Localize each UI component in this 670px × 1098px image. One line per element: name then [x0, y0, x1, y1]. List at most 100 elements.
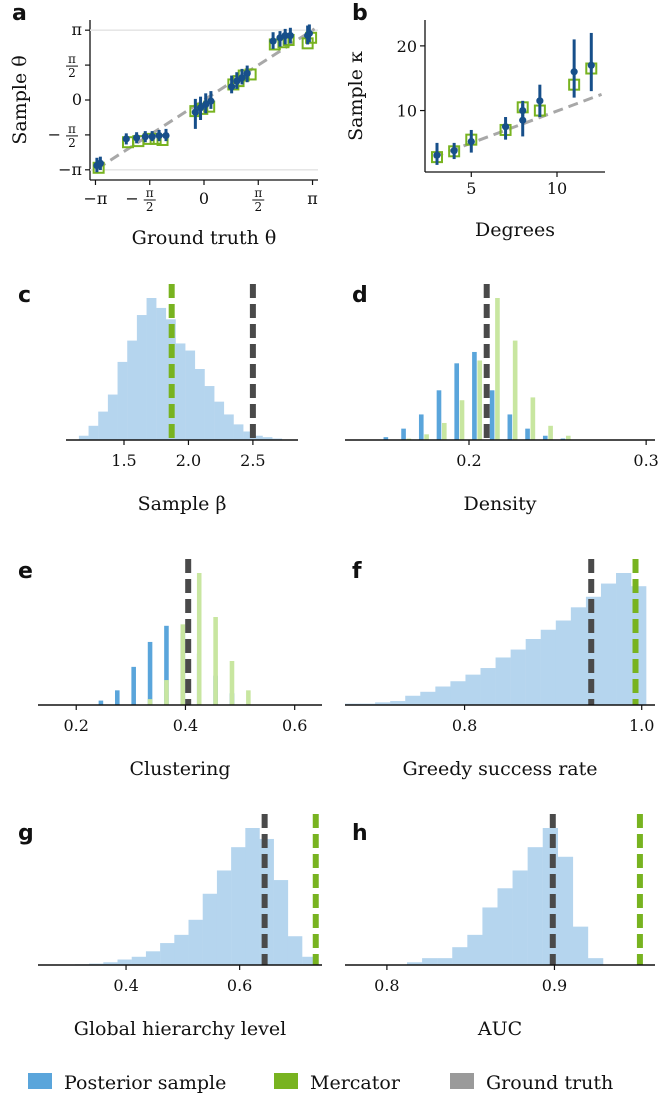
hist-bar — [287, 936, 303, 965]
x-tick-label: 1.5 — [111, 451, 136, 470]
hist-bar — [146, 298, 157, 440]
x-tick-label-minus: − — [125, 189, 138, 208]
hist-bar — [88, 425, 99, 440]
x-tick-label: 0.9 — [542, 976, 567, 995]
legend-label-posterior: Posterior sample — [64, 1072, 226, 1094]
hist-bar — [407, 962, 423, 965]
x-tick-label: 0.4 — [173, 716, 198, 735]
hist-bar — [436, 390, 442, 440]
hist-bar — [390, 701, 406, 705]
hist-bar — [196, 573, 202, 705]
hist-bar — [246, 690, 251, 705]
x-tick-label: 0.2 — [456, 451, 481, 470]
hist-bar — [570, 607, 587, 705]
x-axis-label: Ground truth θ — [132, 227, 277, 249]
hist-bar — [560, 438, 566, 440]
x-axis-label: Global hierarchy level — [74, 1018, 286, 1040]
hist-bar — [180, 624, 186, 705]
x-tick-label: 0.6 — [227, 976, 252, 995]
hist-bar — [540, 629, 556, 705]
posterior-point — [133, 134, 141, 142]
hist-bar — [78, 435, 89, 440]
ground-truth-line — [433, 92, 603, 159]
hist-bar — [507, 414, 513, 440]
x-axis-label: Greedy success rate — [402, 758, 597, 780]
hist-bar — [131, 956, 147, 965]
hist-bar — [406, 438, 412, 440]
hist-bar — [147, 641, 153, 705]
x-tick-label: 0.8 — [374, 976, 399, 995]
hist-bar — [127, 340, 138, 440]
hist-bar — [214, 401, 225, 440]
x-tick-label: 0 — [199, 189, 209, 208]
hist-bar — [480, 668, 496, 705]
posterior-point — [570, 68, 578, 76]
hist-bar — [497, 888, 513, 965]
hist-bar — [98, 411, 109, 440]
y-tick-label-den: 2 — [68, 136, 76, 150]
hist-bar — [302, 956, 317, 965]
hist-bar — [216, 870, 232, 965]
hist-bar — [229, 661, 235, 705]
hist-bar — [450, 681, 466, 705]
hist-bar — [147, 699, 153, 705]
hist-bar — [194, 369, 205, 440]
hist-bar — [557, 856, 574, 965]
posterior-point — [141, 133, 149, 141]
hist-bar — [115, 690, 120, 705]
posterior-point — [228, 83, 236, 91]
panel-label-g: g — [18, 821, 34, 846]
x-tick-label: 0.6 — [282, 716, 307, 735]
y-tick-label: −π — [58, 160, 82, 179]
hist-bar — [185, 350, 196, 440]
hist-bar — [223, 414, 234, 440]
hist-bar — [418, 414, 424, 440]
hist-bar — [510, 649, 526, 705]
hist-bar — [243, 431, 254, 440]
x-tick-label: 1.0 — [629, 716, 654, 735]
hist-bar — [542, 435, 548, 440]
panel-label-f: f — [352, 559, 362, 584]
posterior-point — [433, 151, 441, 159]
hist-bar — [103, 962, 118, 965]
hist-bar — [472, 351, 477, 440]
hist-bar — [165, 319, 176, 440]
hist-bar — [420, 691, 436, 705]
y-axis-label: Sample θ — [9, 55, 31, 144]
posterior-point — [207, 97, 215, 105]
hist-bar — [98, 700, 104, 705]
hist-bar — [375, 702, 391, 705]
x-tick-label: − π2 — [125, 186, 156, 214]
hist-bar — [587, 958, 604, 965]
panel-f: f 0.8 1.0 Greedy success rate — [345, 559, 655, 780]
hist-bar — [435, 686, 451, 705]
hist-bar — [482, 907, 498, 965]
posterior-point — [286, 31, 294, 40]
y-tick-label: − π2 — [48, 122, 78, 150]
posterior-point — [162, 131, 170, 140]
x-tick-label: 0.2 — [64, 716, 89, 735]
posterior-point — [243, 69, 251, 77]
hist-bar — [530, 397, 536, 440]
legend-swatch-mercator — [274, 1073, 298, 1089]
posterior-point — [148, 133, 156, 141]
posterior-point — [501, 123, 510, 131]
posterior-point — [281, 31, 289, 40]
x-tick-label: 2.0 — [176, 451, 201, 470]
hist-bar — [272, 438, 283, 440]
x-tick-label: π — [307, 189, 318, 208]
x-tick-label: 5 — [466, 179, 476, 198]
posterior-point — [587, 61, 595, 69]
posterior-point — [305, 29, 313, 37]
posterior-point — [467, 138, 475, 146]
hist-bar — [202, 893, 218, 965]
panel-c: c 1.5 2.0 2.5 Sample β — [18, 283, 298, 515]
x-tick-label-den: 2 — [254, 200, 262, 214]
hist-bar — [107, 394, 118, 440]
posterior-point — [155, 131, 163, 140]
hist-bar — [188, 919, 203, 965]
x-axis-label: Degrees — [475, 219, 555, 241]
x-tick-label: 0.4 — [113, 976, 138, 995]
panel-label-c: c — [18, 283, 31, 308]
